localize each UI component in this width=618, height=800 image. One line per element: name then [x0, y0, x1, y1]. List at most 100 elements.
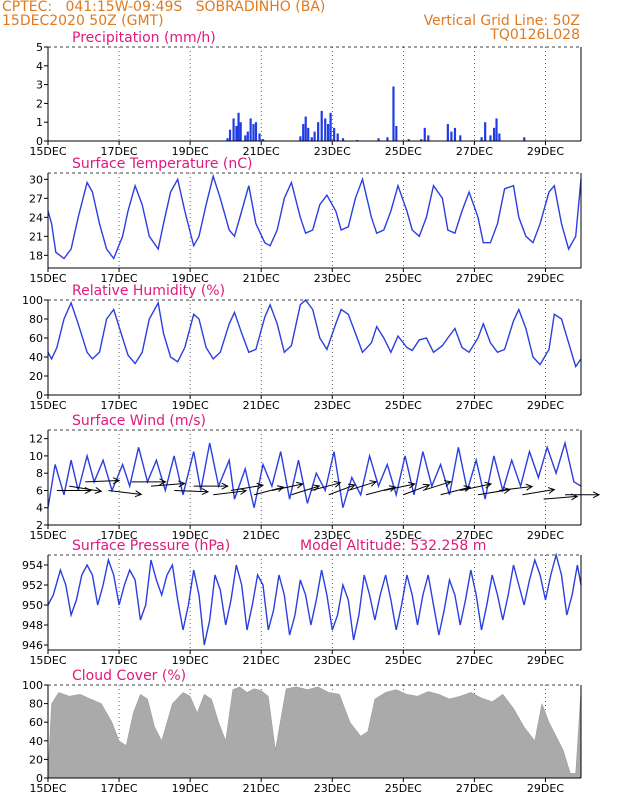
precip-bar: [453, 127, 457, 141]
wind-arrow: [108, 489, 142, 495]
wind-arrowhead: [463, 485, 472, 492]
pressure-xtick-label: 27DEC: [456, 654, 493, 667]
precipitation-xtick-label: 29DEC: [527, 145, 564, 158]
precip-bar: [228, 129, 232, 141]
humidity-xtick-label: 19DEC: [172, 399, 209, 412]
precip-bar: [407, 139, 410, 141]
wind-arrow: [522, 489, 555, 496]
temperature-xtick-label: 21DEC: [243, 272, 280, 285]
cloud-cover-xtick-label: 17DEC: [101, 782, 138, 795]
wind-arrowhead: [296, 481, 304, 489]
precip-bar: [423, 127, 426, 141]
precip-bar: [420, 139, 423, 141]
wind-arrow: [85, 479, 120, 483]
wind-ytick-label: 12: [29, 433, 43, 446]
wind-arrowhead: [94, 487, 103, 494]
wind-ytick-label: 6: [36, 484, 43, 497]
precipitation-ytick-label: 5: [36, 41, 43, 54]
wind-arrowhead: [592, 491, 601, 499]
wind-arrow: [69, 485, 102, 492]
cloud-cover-title: Cloud Cover (%): [72, 668, 186, 684]
wind-arrowhead: [348, 483, 356, 491]
wind-xtick-label: 21DEC: [243, 529, 280, 542]
temperature-ytick-label: 18: [29, 249, 43, 262]
cloud-cover-ytick-label: 100: [22, 679, 43, 692]
wind-xtick-label: 27DEC: [456, 529, 493, 542]
precip-bar: [252, 124, 255, 141]
precip-bar: [254, 122, 258, 141]
wind-arrowhead: [256, 482, 265, 490]
wind-arrowhead: [276, 485, 285, 492]
precip-bar: [459, 135, 462, 141]
precipitation-ytick-label: 2: [36, 97, 43, 110]
temperature-xtick-label: 19DEC: [172, 272, 209, 285]
cloud-cover-panel: 0 20 40 60 80 100 15DEC 17DEC 19DEC 21DEC 23DEC 25D…: [22, 668, 582, 795]
wind-arrowhead: [239, 488, 248, 495]
cloud-cover-xtick-label: 21DEC: [243, 782, 280, 795]
temperature-ytick-label: 21: [29, 230, 43, 243]
precip-bar: [495, 118, 498, 141]
wind-arrow: [151, 482, 185, 487]
cloud-cover-xtick-label: 25DEC: [385, 782, 422, 795]
precip-bar: [317, 122, 320, 141]
wind-arrowhead: [388, 485, 397, 492]
wind-arrow: [365, 486, 396, 496]
precip-bar: [333, 127, 336, 141]
wind-arrow: [383, 483, 415, 491]
pressure-ytick-label: 950: [22, 599, 43, 612]
cloud-cover-xtick-label: 19DEC: [172, 782, 209, 795]
pressure-xtick-label: 23DEC: [314, 654, 351, 667]
wind-arrowhead: [422, 483, 431, 491]
wind-arrowhead: [333, 480, 342, 488]
pressure-xtick-label: 19DEC: [172, 654, 209, 667]
wind-arrow: [403, 484, 430, 496]
wind-arrow: [348, 481, 377, 491]
wind-arrow: [310, 482, 341, 491]
precip-bar: [307, 127, 310, 141]
humidity-xtick-label: 27DEC: [456, 399, 493, 412]
wind-arrowhead: [201, 488, 210, 496]
precip-bar: [489, 135, 492, 141]
temperature-ytick-label: 30: [29, 173, 43, 186]
temperature-title: Surface Temperature (nC): [72, 156, 253, 172]
temperature-ytick-label: 24: [29, 211, 43, 224]
pressure-annotation: Model Altitude: 532.258 m: [300, 538, 486, 554]
precip-bar: [249, 118, 252, 141]
pressure-ytick-label: 946: [22, 639, 43, 652]
humidity-xtick-label: 21DEC: [243, 399, 280, 412]
precip-bar: [226, 138, 229, 141]
precip-bar: [232, 118, 235, 141]
precipitation-xtick-label: 19DEC: [172, 145, 209, 158]
pressure-panel: 946 948 950 952 954 15DEC 17DEC 19DEC 21DEC 23DEC…: [22, 538, 582, 667]
precip-bar: [427, 135, 430, 141]
wind-arrowhead: [525, 483, 534, 491]
precip-bar: [246, 131, 249, 141]
precipitation-ytick-label: 0: [36, 135, 43, 148]
wind-ytick-label: 2: [36, 519, 43, 532]
precip-bar: [239, 122, 242, 141]
wind-arrow: [271, 483, 303, 491]
precipitation-xtick-label: 15DEC: [29, 145, 66, 158]
cloud-cover-ytick-label: 0: [36, 772, 43, 785]
humidity-ytick-label: 60: [29, 332, 43, 345]
precip-bar: [484, 122, 487, 141]
precipitation-ytick-label: 3: [36, 79, 43, 92]
wind-arrow: [253, 486, 284, 496]
precip-bar: [304, 116, 307, 141]
wind-arrow: [422, 481, 451, 491]
humidity-xtick-label: 17DEC: [101, 399, 138, 412]
precip-bar: [329, 112, 332, 141]
precip-bar: [313, 131, 316, 141]
humidity-ytick-label: 80: [29, 313, 43, 326]
humidity-ytick-label: 20: [29, 370, 43, 383]
wind-arrow: [213, 490, 247, 496]
cloud-cover-xtick-label: 15DEC: [29, 782, 66, 795]
temperature-line: [47, 173, 582, 260]
wind-title: Surface Wind (m/s): [72, 413, 206, 429]
pressure-title: Surface Pressure (hPa): [72, 538, 230, 554]
wind-arrow: [543, 495, 578, 500]
wind-ytick-label: 4: [36, 502, 43, 515]
precip-bar: [302, 124, 305, 141]
humidity-xtick-label: 29DEC: [527, 399, 564, 412]
wind-arrow: [460, 483, 492, 491]
